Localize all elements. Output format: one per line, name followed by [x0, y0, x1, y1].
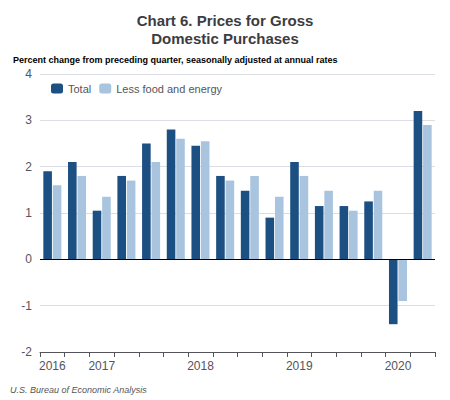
svg-text:2016: 2016 — [39, 359, 66, 373]
svg-text:Total: Total — [68, 83, 91, 95]
svg-text:-1: -1 — [21, 299, 32, 313]
svg-text:2: 2 — [25, 160, 32, 174]
svg-text:Less food and energy: Less food and energy — [116, 83, 222, 95]
svg-text:U.S. Bureau of Economic Analys: U.S. Bureau of Economic Analysis — [10, 385, 147, 395]
svg-text:2018: 2018 — [187, 359, 214, 373]
svg-text:2020: 2020 — [385, 359, 412, 373]
svg-text:3: 3 — [25, 113, 32, 127]
svg-text:4: 4 — [25, 67, 32, 81]
svg-text:Chart 6. Prices for Gross: Chart 6. Prices for Gross — [137, 12, 314, 29]
svg-text:2019: 2019 — [286, 359, 313, 373]
svg-text:0: 0 — [25, 252, 32, 266]
svg-text:-2: -2 — [21, 345, 32, 359]
svg-text:1: 1 — [25, 206, 32, 220]
svg-text:2017: 2017 — [88, 359, 115, 373]
svg-text:Domestic Purchases: Domestic Purchases — [151, 30, 299, 47]
svg-text:Percent change from preceding: Percent change from preceding quarter, s… — [13, 55, 338, 65]
